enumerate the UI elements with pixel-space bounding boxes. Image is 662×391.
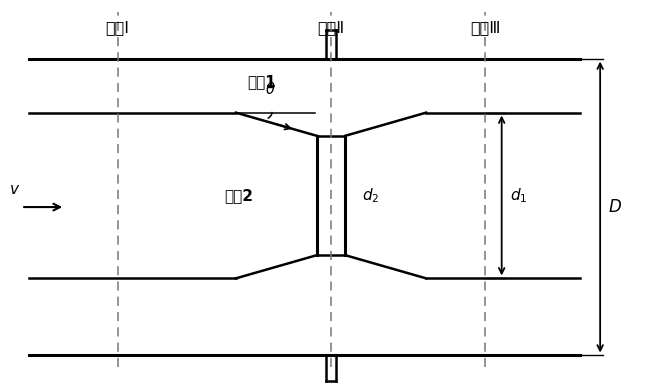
Text: 截面Ⅲ: 截面Ⅲ bbox=[470, 20, 500, 35]
Text: $v$: $v$ bbox=[9, 183, 21, 197]
Text: 截面Ⅱ: 截面Ⅱ bbox=[317, 20, 345, 35]
Text: $d_1$: $d_1$ bbox=[510, 186, 527, 205]
Text: 流道2: 流道2 bbox=[224, 188, 254, 203]
Text: $\theta$: $\theta$ bbox=[265, 81, 276, 97]
Text: 截面Ⅰ: 截面Ⅰ bbox=[106, 20, 130, 35]
Text: 流道1: 流道1 bbox=[248, 74, 277, 89]
Text: $d_2$: $d_2$ bbox=[362, 186, 379, 205]
Text: $D$: $D$ bbox=[608, 198, 622, 216]
